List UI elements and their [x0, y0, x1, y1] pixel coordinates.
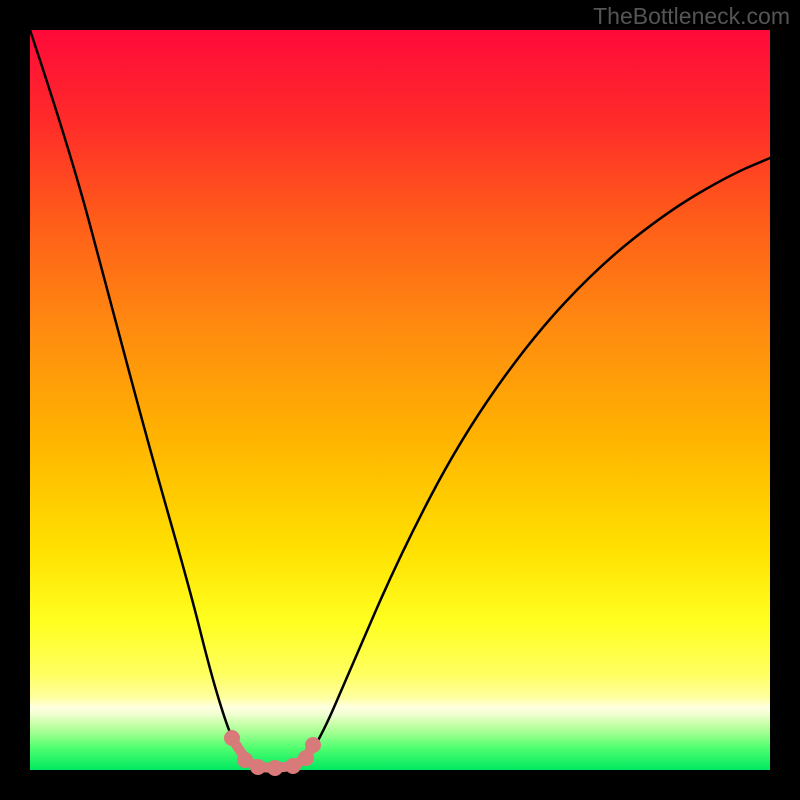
bottleneck-marker-dot	[305, 737, 321, 753]
bottleneck-marker-dot	[224, 730, 240, 746]
bottleneck-chart-svg	[0, 0, 800, 800]
gradient-plot-area	[30, 30, 770, 770]
watermark-text: TheBottleneck.com	[593, 3, 790, 30]
chart-container: TheBottleneck.com	[0, 0, 800, 800]
bottleneck-marker-dot	[250, 759, 266, 775]
bottleneck-marker-dot	[267, 760, 283, 776]
